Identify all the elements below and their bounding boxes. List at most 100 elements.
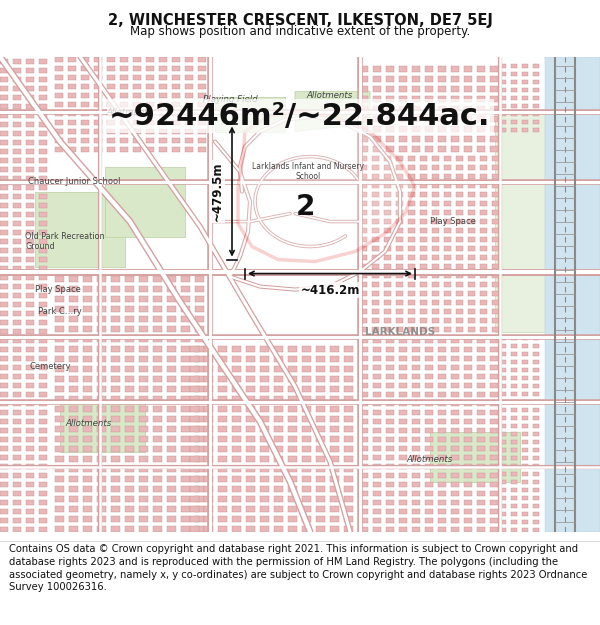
Bar — [444, 219, 451, 224]
Bar — [26, 131, 34, 136]
Bar — [120, 56, 128, 61]
Bar — [330, 416, 339, 421]
Bar — [384, 164, 391, 169]
Bar — [444, 326, 451, 331]
Bar — [490, 428, 498, 432]
Bar — [13, 301, 21, 306]
Bar — [195, 466, 204, 471]
Bar — [412, 409, 420, 414]
Bar — [68, 92, 76, 98]
Bar — [94, 84, 102, 89]
Bar — [500, 384, 506, 388]
Bar — [500, 511, 506, 516]
Bar — [13, 176, 21, 181]
Bar — [480, 326, 487, 331]
Bar — [232, 446, 241, 451]
Bar — [373, 499, 381, 504]
Bar — [0, 338, 8, 342]
Bar — [464, 382, 472, 388]
Bar — [153, 436, 162, 441]
Bar — [55, 119, 63, 124]
Bar — [533, 111, 539, 116]
Bar — [153, 306, 162, 311]
Bar — [204, 436, 213, 441]
Bar — [360, 136, 368, 141]
Bar — [139, 416, 148, 421]
Bar — [153, 376, 162, 381]
Bar — [13, 221, 21, 226]
Bar — [438, 499, 446, 504]
Bar — [302, 466, 311, 471]
Bar — [420, 228, 427, 232]
Bar — [438, 106, 446, 111]
Bar — [412, 116, 420, 121]
Bar — [490, 96, 498, 101]
Bar — [94, 101, 102, 106]
Bar — [204, 426, 213, 431]
Bar — [195, 346, 204, 351]
Bar — [373, 76, 381, 81]
Bar — [26, 94, 34, 99]
Bar — [97, 426, 106, 431]
Bar — [185, 56, 193, 61]
Bar — [468, 291, 475, 296]
Bar — [344, 376, 353, 381]
Bar — [522, 104, 528, 107]
Bar — [69, 426, 78, 431]
Bar — [83, 356, 92, 361]
Bar — [432, 254, 439, 259]
Bar — [139, 356, 148, 361]
Bar — [412, 338, 420, 342]
Bar — [464, 526, 472, 531]
Bar — [83, 466, 92, 471]
Bar — [360, 174, 367, 179]
Bar — [533, 119, 539, 124]
Bar — [432, 281, 439, 286]
Bar — [425, 364, 433, 369]
Bar — [477, 518, 485, 522]
Bar — [360, 428, 368, 432]
Bar — [456, 246, 463, 251]
Bar — [444, 318, 451, 322]
Bar — [13, 436, 21, 441]
Bar — [13, 166, 21, 171]
Bar — [480, 299, 487, 304]
Bar — [373, 454, 381, 459]
Bar — [399, 338, 407, 342]
Bar — [153, 406, 162, 411]
Bar — [492, 164, 499, 169]
Bar — [384, 201, 391, 206]
Bar — [195, 526, 204, 531]
Bar — [451, 499, 459, 504]
Bar — [83, 326, 92, 331]
Bar — [55, 66, 63, 71]
Bar — [316, 416, 325, 421]
Bar — [373, 391, 381, 397]
Bar — [139, 506, 148, 511]
Bar — [511, 456, 517, 459]
Bar — [451, 66, 459, 71]
Bar — [125, 356, 134, 361]
Bar — [195, 386, 204, 391]
Bar — [125, 286, 134, 291]
Bar — [195, 406, 204, 411]
Bar — [0, 166, 8, 171]
Bar — [246, 366, 255, 371]
Bar — [232, 456, 241, 461]
Bar — [26, 382, 34, 388]
Bar — [204, 526, 213, 531]
Bar — [500, 368, 506, 371]
Bar — [13, 94, 21, 99]
Bar — [0, 274, 8, 279]
Bar — [181, 496, 190, 501]
Bar — [39, 509, 47, 514]
Bar — [373, 374, 381, 379]
Bar — [373, 446, 381, 451]
Bar — [0, 409, 8, 414]
Bar — [412, 136, 420, 141]
Bar — [490, 116, 498, 121]
Bar — [218, 456, 227, 461]
Bar — [13, 266, 21, 271]
Bar — [146, 119, 154, 124]
Bar — [412, 401, 420, 406]
